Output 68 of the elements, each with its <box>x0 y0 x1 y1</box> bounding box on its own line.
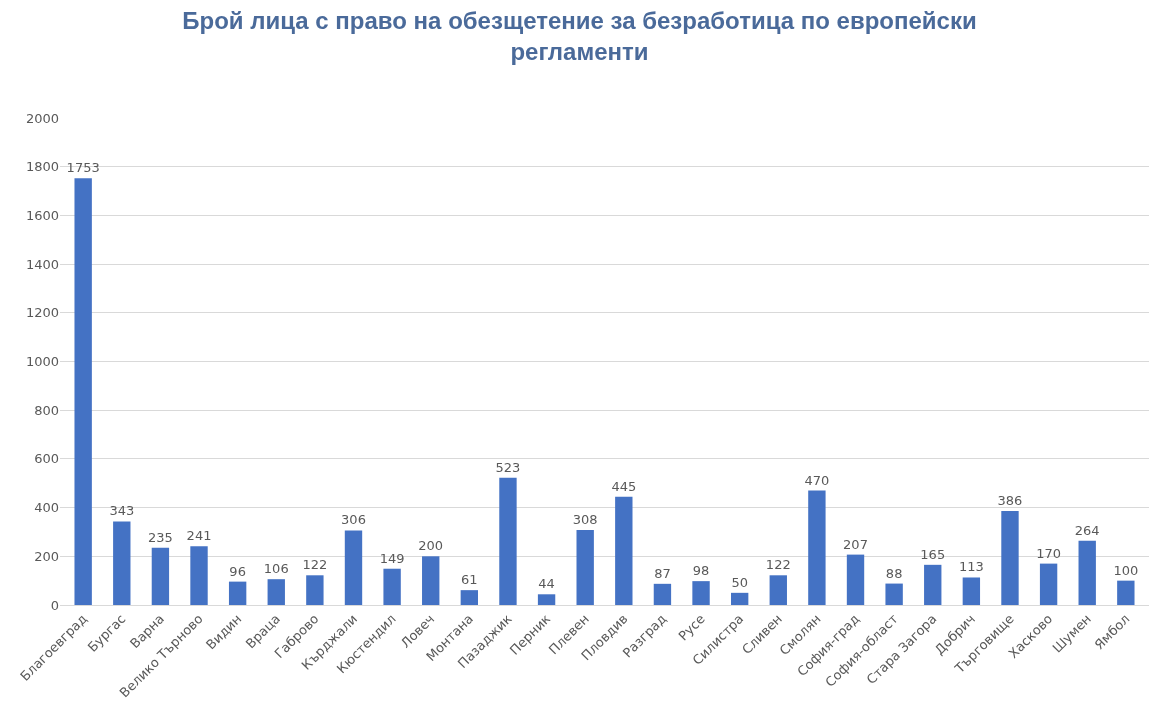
data-label: 96 <box>229 563 246 579</box>
bar <box>344 530 363 605</box>
y-tick-label: 800 <box>34 402 59 418</box>
data-label: 61 <box>461 572 478 588</box>
bar <box>151 547 170 605</box>
data-label: 264 <box>1074 522 1100 538</box>
data-label: 523 <box>495 459 521 475</box>
y-tick-label: 1800 <box>25 159 59 175</box>
data-label: 386 <box>997 493 1023 509</box>
bar <box>1039 563 1058 605</box>
bar <box>808 490 826 605</box>
y-tick-label: 1600 <box>25 207 59 223</box>
bar <box>1001 511 1019 605</box>
bar <box>422 556 440 605</box>
bar <box>692 581 710 605</box>
data-label: 44 <box>538 576 555 592</box>
bar <box>962 577 981 605</box>
y-tick-label: 1000 <box>25 354 59 370</box>
data-label: 87 <box>654 565 671 581</box>
chart-title: Брой лица с право на обезщетение за безработица по европейски регламенти <box>182 6 977 65</box>
data-label: 1753 <box>66 160 100 176</box>
y-tick-label: 200 <box>34 548 59 564</box>
data-label: 122 <box>302 557 328 573</box>
data-label: 149 <box>379 550 405 566</box>
data-label: 165 <box>920 546 946 562</box>
data-label: 122 <box>765 557 791 573</box>
bar <box>769 575 787 605</box>
bar <box>228 581 247 605</box>
data-label: 106 <box>263 561 289 577</box>
bar <box>615 496 633 605</box>
data-label: 200 <box>418 538 444 554</box>
data-label: 98 <box>692 563 710 579</box>
y-tick-label: 2000 <box>25 110 59 126</box>
bar <box>306 575 324 605</box>
data-label: 88 <box>885 565 903 581</box>
data-label: 343 <box>109 503 135 519</box>
bar <box>267 579 285 605</box>
y-tick-label: 400 <box>34 500 59 516</box>
data-label: 50 <box>731 574 748 590</box>
bar <box>74 178 92 605</box>
y-tick-label: 0 <box>50 597 59 613</box>
bar <box>924 564 942 605</box>
bar <box>885 583 903 605</box>
data-label: 308 <box>572 512 598 527</box>
bar <box>460 590 479 605</box>
y-tick-label: 600 <box>34 451 59 467</box>
bar <box>1078 540 1096 605</box>
data-label: 306 <box>341 512 366 528</box>
bar <box>730 592 749 605</box>
bar <box>113 521 131 605</box>
data-label: 100 <box>1113 562 1139 578</box>
bar <box>846 554 865 605</box>
bar <box>1117 580 1135 605</box>
data-label: 235 <box>147 529 173 545</box>
bar <box>653 583 672 605</box>
bar <box>499 477 517 605</box>
data-label: 470 <box>804 472 830 488</box>
data-label: 113 <box>958 559 984 575</box>
data-label: 170 <box>1036 545 1062 561</box>
bar <box>190 546 208 605</box>
data-label: 241 <box>186 528 212 544</box>
data-label: 207 <box>843 536 868 552</box>
data-label: 445 <box>611 478 637 494</box>
y-tick-label: 1400 <box>25 256 59 272</box>
bar <box>383 568 401 605</box>
y-tick-label: 1200 <box>25 305 59 321</box>
bar <box>537 594 556 605</box>
bar <box>576 530 594 605</box>
